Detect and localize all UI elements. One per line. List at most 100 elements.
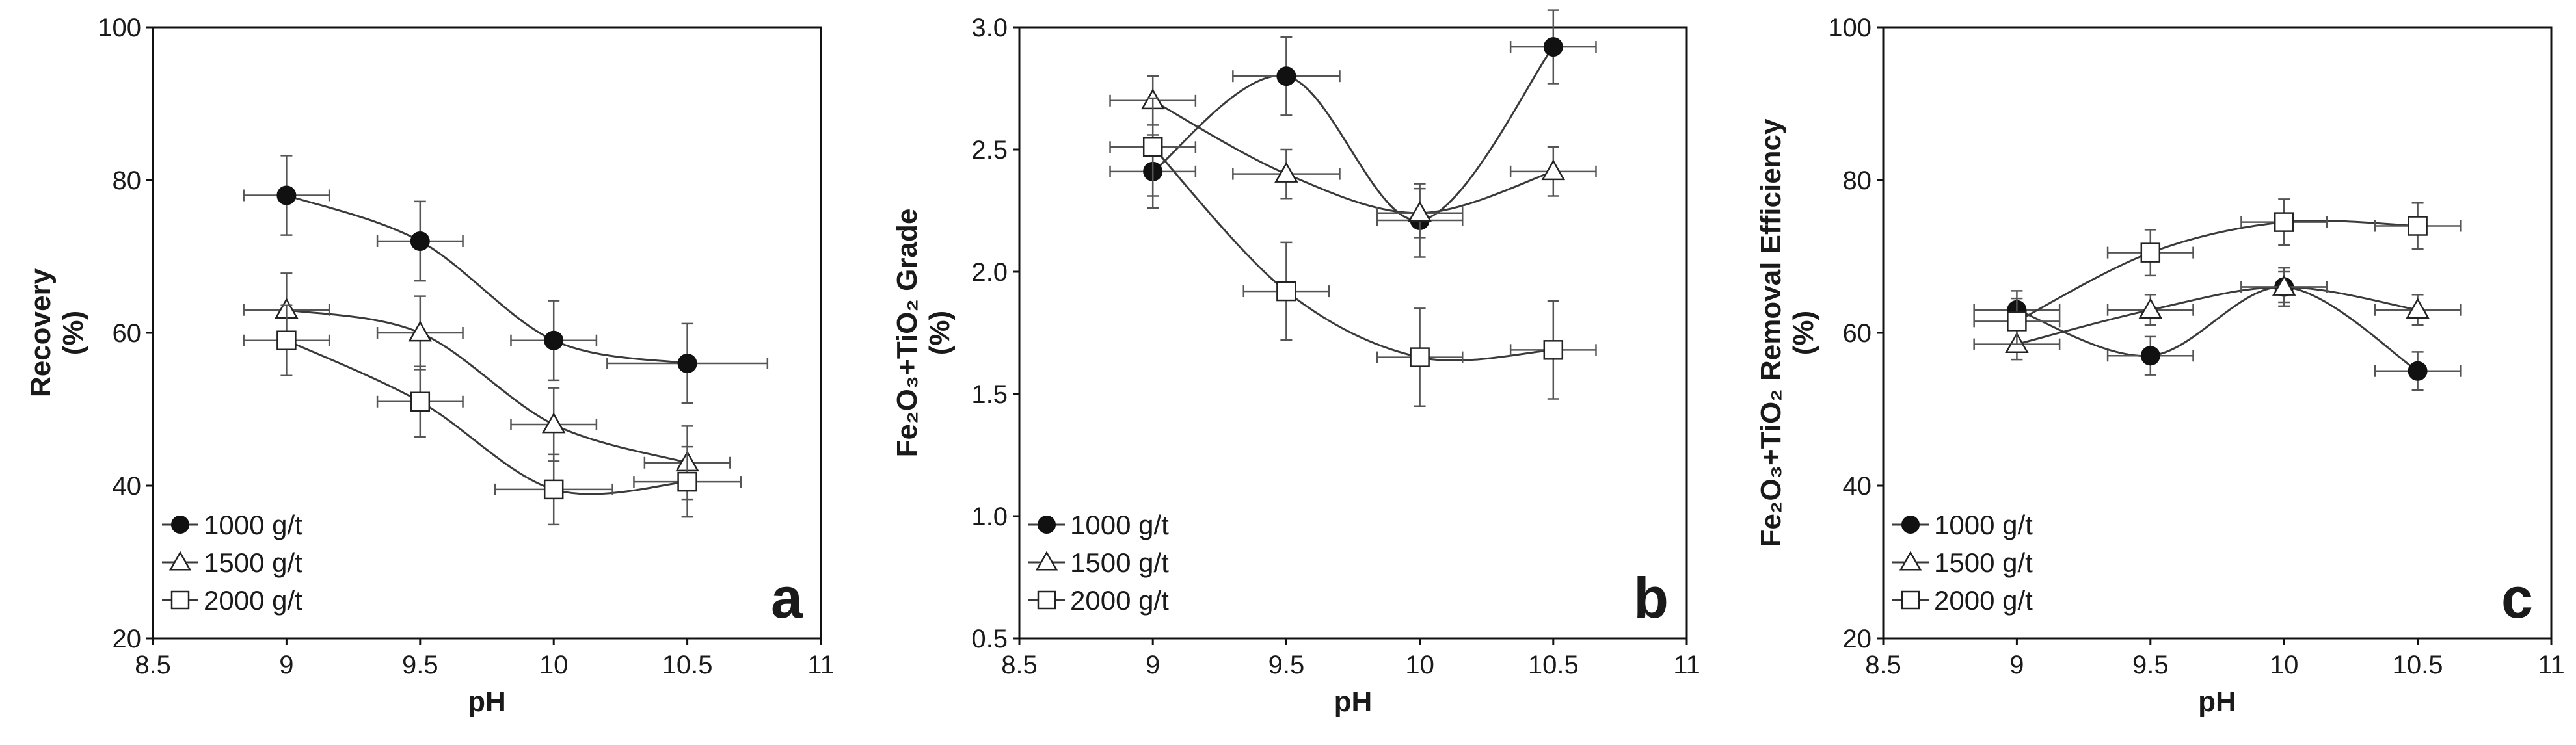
x-axis-title: pH: [468, 686, 506, 718]
x-tick-label: 10.5: [1528, 651, 1579, 679]
plot-frame: [152, 26, 822, 640]
y-tick-label: 100: [98, 14, 141, 42]
legend-marker: [1037, 590, 1056, 610]
plot-frame: [1018, 26, 1688, 640]
data-point: [1410, 347, 1430, 367]
legend-marker: [171, 516, 189, 534]
legend: 1000 g/t 1500 g/t 2000 g/t: [1892, 510, 2033, 616]
x-tick-label: 10: [539, 651, 569, 679]
x-tick-label: 10: [2270, 651, 2299, 679]
x-tick-label: 9: [279, 651, 293, 679]
y-axis-title-line: Recovery: [25, 268, 57, 397]
data-point: [541, 412, 566, 434]
plot-frame: [1882, 26, 2553, 640]
data-point: [408, 320, 433, 342]
x-axis-title: pH: [1334, 686, 1373, 718]
y-tick-label: 20: [1843, 625, 1872, 653]
x-axis-title: pH: [2198, 686, 2236, 718]
panel-c: 8.5 9 9.5 10 10.5 11 20 40 60 80 100 pH Fe₂O₃+TiO₂ R…: [1755, 14, 2565, 718]
y-tick-label: 1.0: [971, 503, 1008, 531]
data-point: [410, 231, 430, 251]
legend-label: 1000 g/t: [1934, 510, 2033, 540]
y-axis-title: Fe₂O₃+TiO₂ Grade(%): [891, 209, 956, 458]
y-tick-label: 2.5: [971, 136, 1008, 164]
data-point: [2406, 298, 2430, 319]
panel-label: c: [2501, 566, 2533, 630]
panel-label: b: [1633, 566, 1669, 630]
y-axis-title: Recovery(%): [25, 268, 89, 397]
series-line: [1152, 99, 1554, 215]
legend-marker: [1901, 516, 1920, 534]
y-tick-label: 60: [1843, 319, 1872, 348]
x-tick-label: 11: [807, 651, 835, 679]
data-point: [410, 391, 431, 412]
y-tick-label: 80: [113, 166, 142, 195]
y-axis-title-unit: (%): [57, 311, 89, 355]
legend-label: 1500 g/t: [1934, 547, 2033, 578]
panel-b: 8.5 9 9.5 10 10.5 11 0.5 1.0 1.5 2.0 2.5 3.0 pH Fe₂O₃…: [891, 9, 1700, 718]
data-point: [1543, 37, 1563, 57]
x-tick-label: 10.5: [662, 651, 713, 679]
legend-label: 1500 g/t: [204, 547, 302, 578]
y-axis-title-line: Fe₂O₃+TiO₂ Removal Efficiency: [1755, 118, 1787, 547]
data-point: [276, 185, 297, 205]
legend-label: 1000 g/t: [1070, 510, 1169, 540]
data-point: [1142, 137, 1163, 157]
series-2000-g-t: [243, 304, 742, 526]
legend-marker: [1901, 590, 1920, 610]
panel-a: 8.5 9 9.5 10 10.5 11 20 40 60 80 100 pH Recovery(%) 1…: [25, 14, 835, 718]
x-tick-label: 9: [2009, 651, 2024, 679]
series-1500-g-t: [1109, 75, 1597, 239]
x-tick-label: 8.5: [1001, 651, 1038, 679]
y-tick-label: 40: [1843, 472, 1872, 501]
legend-label: 1500 g/t: [1070, 547, 1169, 578]
x-tick-label: 10.5: [2393, 651, 2443, 679]
x-tick-label: 9.5: [402, 651, 438, 679]
series-2000-g-t: [1109, 97, 1597, 408]
series-line: [286, 309, 688, 464]
series-1000-g-t: [243, 155, 769, 404]
data-point: [2408, 361, 2428, 381]
y-tick-label: 100: [1828, 14, 1872, 42]
series-1000-g-t: [1109, 9, 1597, 258]
data-point: [2138, 298, 2163, 319]
panel-label: a: [771, 566, 803, 630]
y-tick-label: 3.0: [971, 14, 1008, 42]
x-tick-label: 9.5: [1268, 651, 1305, 679]
series-line: [286, 194, 688, 365]
y-tick-label: 0.5: [971, 625, 1008, 653]
data-point: [544, 330, 564, 350]
series-1500-g-t: [243, 272, 731, 501]
data-point: [1541, 159, 1566, 181]
data-point: [1274, 161, 1298, 183]
data-point: [2272, 274, 2296, 296]
y-axis-title-unit: (%): [924, 311, 956, 355]
legend-marker: [1038, 516, 1056, 534]
series-line: [2016, 220, 2418, 322]
legend-marker: [1899, 551, 1922, 571]
legend-label: 2000 g/t: [204, 585, 302, 616]
y-tick-label: 40: [113, 472, 142, 501]
data-point: [2007, 311, 2027, 332]
series-line: [1152, 46, 1554, 222]
series-1000-g-t: [1973, 267, 2462, 391]
legend-marker: [170, 590, 190, 610]
data-point: [543, 479, 564, 500]
series-line: [2017, 285, 2418, 346]
y-axis-title-line: Fe₂O₃+TiO₂ Grade: [891, 209, 923, 458]
legend: 1000 g/t 1500 g/t 2000 g/t: [1028, 510, 1169, 616]
x-tick-label: 8.5: [1865, 651, 1901, 679]
data-point: [2140, 242, 2161, 263]
x-tick-label: 11: [1673, 651, 1700, 679]
data-point: [1276, 281, 1296, 302]
data-point: [2274, 212, 2294, 232]
data-point: [276, 330, 297, 350]
x-tick-label: 8.5: [135, 651, 171, 679]
y-tick-label: 80: [1843, 166, 1872, 195]
legend-label: 1000 g/t: [204, 510, 302, 540]
x-tick-label: 9.5: [2132, 651, 2169, 679]
series-1500-g-t: [1973, 270, 2462, 361]
data-point: [2140, 346, 2160, 366]
x-tick-label: 11: [2538, 651, 2565, 679]
